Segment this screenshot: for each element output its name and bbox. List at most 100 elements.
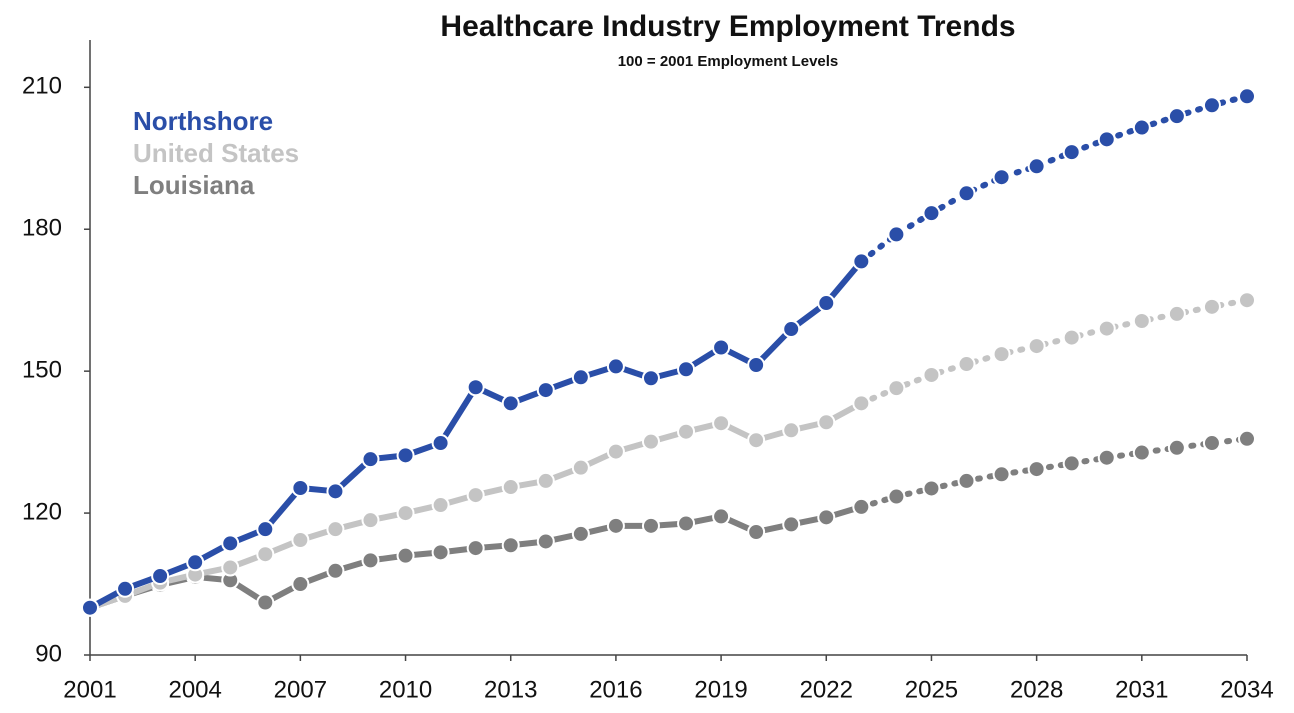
point	[326, 520, 345, 539]
point	[221, 534, 240, 553]
point	[466, 539, 485, 558]
point	[396, 504, 415, 523]
point	[677, 514, 696, 533]
point	[431, 496, 450, 515]
x-tick-label: 2016	[589, 676, 642, 703]
point	[186, 553, 205, 572]
point	[887, 487, 906, 506]
point	[1238, 87, 1256, 106]
point	[782, 320, 801, 339]
y-tick-label: 180	[22, 215, 62, 242]
point	[536, 381, 555, 400]
point	[326, 482, 345, 501]
point	[957, 471, 976, 490]
point	[361, 511, 380, 530]
legend-entry: Northshore	[133, 106, 273, 136]
x-tick-label: 2004	[168, 676, 221, 703]
point	[817, 508, 836, 527]
point	[1202, 96, 1221, 115]
point	[1062, 454, 1081, 473]
point	[1132, 118, 1151, 137]
point	[501, 478, 520, 497]
point	[852, 252, 871, 271]
point	[922, 365, 941, 384]
point	[431, 543, 450, 562]
point	[992, 345, 1011, 364]
point	[536, 532, 555, 551]
x-tick-label: 2034	[1220, 676, 1273, 703]
x-tick-label: 2007	[274, 676, 327, 703]
point	[817, 294, 836, 313]
point	[957, 184, 976, 203]
point	[536, 471, 555, 490]
point	[782, 515, 801, 534]
chart-title: Healthcare Industry Employment Trends	[440, 10, 1015, 43]
x-tick-label: 2013	[484, 676, 537, 703]
point	[291, 575, 310, 594]
point	[1027, 157, 1046, 176]
point	[957, 355, 976, 374]
legend-entry: United States	[133, 138, 299, 168]
point	[1167, 304, 1186, 323]
point	[1202, 434, 1221, 453]
point	[361, 551, 380, 570]
point	[887, 379, 906, 398]
y-tick-label: 210	[22, 73, 62, 100]
point	[466, 378, 485, 397]
x-tick-label: 2022	[800, 676, 853, 703]
point	[501, 394, 520, 413]
point	[116, 579, 135, 598]
point	[606, 357, 625, 376]
point	[256, 593, 275, 612]
point	[712, 507, 731, 526]
point	[606, 442, 625, 461]
point	[817, 413, 836, 432]
point	[571, 368, 590, 387]
x-tick-label: 2010	[379, 676, 432, 703]
point	[221, 558, 240, 577]
x-tick-label: 2019	[694, 676, 747, 703]
point	[431, 434, 450, 453]
point	[256, 520, 275, 539]
point	[466, 486, 485, 505]
point	[571, 524, 590, 543]
point	[712, 338, 731, 357]
point	[712, 414, 731, 433]
point	[571, 458, 590, 477]
point	[922, 204, 941, 223]
x-tick-label: 2028	[1010, 676, 1063, 703]
x-tick-label: 2025	[905, 676, 958, 703]
y-tick-label: 120	[22, 498, 62, 525]
point	[1132, 443, 1151, 462]
y-tick-label: 150	[22, 356, 62, 383]
point	[1062, 143, 1081, 162]
point	[641, 369, 660, 388]
y-tick-label: 90	[35, 640, 62, 667]
point	[1062, 328, 1081, 347]
legend-entry: Louisiana	[133, 170, 255, 200]
point	[256, 545, 275, 564]
point	[992, 168, 1011, 187]
point	[1167, 438, 1186, 457]
point	[1027, 337, 1046, 356]
point	[852, 497, 871, 516]
projection-line	[858, 297, 1250, 407]
point	[747, 523, 766, 541]
point	[887, 225, 906, 244]
point	[1097, 319, 1116, 338]
point	[1202, 297, 1221, 316]
point	[1097, 130, 1116, 149]
point	[852, 394, 871, 413]
point	[396, 446, 415, 465]
point	[641, 432, 660, 451]
point	[1027, 460, 1046, 479]
point	[501, 536, 520, 555]
x-tick-label: 2031	[1115, 676, 1168, 703]
point	[151, 566, 170, 585]
point	[1238, 291, 1256, 310]
point	[677, 422, 696, 441]
projection-line	[858, 435, 1250, 510]
point	[1238, 429, 1256, 448]
projection-line	[858, 93, 1250, 265]
